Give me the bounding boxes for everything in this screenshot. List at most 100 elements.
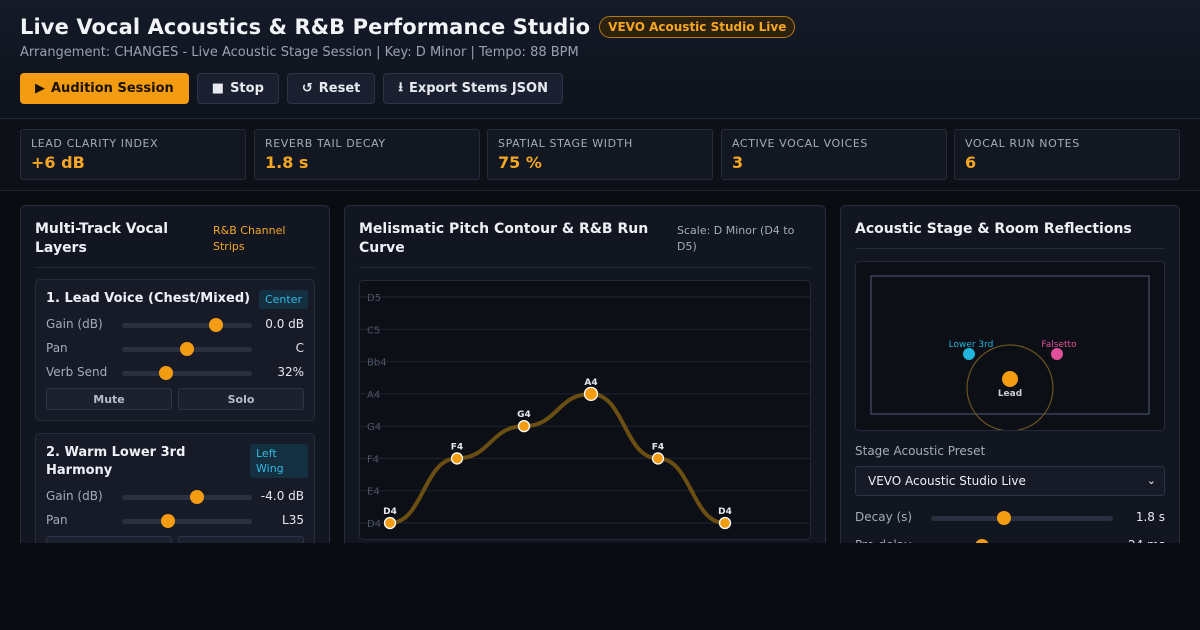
track-name: 1. Lead Voice (Chest/Mixed) bbox=[46, 291, 251, 306]
pitch-point bbox=[517, 419, 531, 433]
title-row: Live Vocal Acoustics & R&B Performance S… bbox=[20, 15, 796, 39]
pitch-point-label: D4 bbox=[718, 507, 732, 517]
reset-icon: ↺ bbox=[301, 81, 313, 96]
pan-slider[interactable] bbox=[122, 514, 252, 528]
pitch-point bbox=[651, 452, 665, 465]
gain-row: Gain (dB) 0.0 dB bbox=[46, 317, 304, 333]
slider-knob[interactable] bbox=[190, 490, 205, 504]
app-header: Live Vocal Acoustics & R&B Performance S… bbox=[0, 0, 1200, 119]
stat-label: LEAD CLARITY INDEX bbox=[31, 137, 159, 150]
session-subtitle: Arrangement: CHANGES - Live Acoustic Sta… bbox=[20, 45, 579, 60]
metrics-bar: LEAD CLARITY INDEX +6 dB REVERB TAIL DEC… bbox=[0, 119, 1200, 191]
slider-knob[interactable] bbox=[159, 366, 174, 380]
pitch-point bbox=[450, 452, 464, 465]
play-icon: ▶ bbox=[35, 81, 45, 96]
panel-title: Acoustic Stage & Room Reflections bbox=[855, 221, 1132, 237]
track-pan-tag: Left Wing bbox=[250, 444, 308, 478]
voice-label-lead: Lead bbox=[998, 389, 1022, 399]
stage-map: Lower 3rd Falsetto Lead bbox=[855, 261, 1165, 432]
page-footer-area bbox=[0, 543, 1200, 630]
pitch-contour-line bbox=[388, 391, 727, 525]
pan-slider[interactable] bbox=[122, 342, 252, 356]
stat-value: 1.8 s bbox=[265, 153, 309, 172]
export-stems-label: Export Stems JSON bbox=[408, 81, 548, 96]
audition-session-button[interactable]: ▶ Audition Session bbox=[20, 73, 189, 104]
scale-note: Scale: D Minor (D4 to D5) bbox=[677, 224, 795, 253]
stat-value: 3 bbox=[732, 153, 744, 172]
y-tick-label: E4 bbox=[367, 487, 380, 498]
stage-diagram: Lower 3rd Falsetto Lead bbox=[870, 275, 1150, 432]
stat-label: REVERB TAIL DECAY bbox=[265, 137, 386, 150]
y-tick-label: G4 bbox=[367, 422, 381, 433]
export-stems-button[interactable]: ⭳ Export Stems JSON bbox=[383, 73, 563, 104]
track-pan-tag: Center bbox=[258, 290, 308, 309]
voice-label-lower-3rd: Lower 3rd bbox=[949, 340, 994, 350]
gain-value: 0.0 dB bbox=[265, 317, 304, 331]
audition-session-label: Audition Session bbox=[51, 81, 174, 96]
gain-slider[interactable] bbox=[122, 490, 252, 504]
pan-value: C bbox=[295, 341, 304, 355]
stage-preset-select[interactable]: VEVO Acoustic Studio Live ⌄ bbox=[855, 466, 1165, 496]
y-tick-label: C5 bbox=[367, 325, 380, 336]
verb-send-slider[interactable] bbox=[122, 366, 252, 380]
stat-card: REVERB TAIL DECAY 1.8 s bbox=[254, 129, 480, 180]
stop-icon: ■ bbox=[211, 81, 225, 96]
decay-value: 1.8 s bbox=[1135, 510, 1165, 524]
acoustic-stage-panel: Acoustic Stage & Room Reflections Lower … bbox=[840, 205, 1180, 565]
y-tick-label: Bb4 bbox=[367, 358, 387, 369]
panel-tag: R&B Channel Strips bbox=[213, 224, 286, 253]
preset-label: Stage Acoustic Preset bbox=[855, 444, 986, 458]
pan-row: Pan C bbox=[46, 341, 304, 357]
mute-button[interactable]: Mute bbox=[46, 388, 172, 410]
panel-header: Multi-Track Vocal Layers R&B Channel Str… bbox=[35, 220, 315, 268]
stat-label: SPATIAL STAGE WIDTH bbox=[498, 137, 633, 150]
page-title: Live Vocal Acoustics & R&B Performance S… bbox=[20, 15, 591, 39]
gain-label: Gain (dB) bbox=[46, 489, 103, 503]
gain-slider[interactable] bbox=[122, 318, 252, 332]
y-tick-label: F4 bbox=[367, 454, 379, 465]
gain-label: Gain (dB) bbox=[46, 317, 103, 331]
slider-knob[interactable] bbox=[160, 514, 175, 528]
reset-label: Reset bbox=[318, 81, 361, 96]
pitch-point-label: F4 bbox=[451, 442, 463, 452]
pan-label: Pan bbox=[46, 341, 68, 355]
voice-dot-lead[interactable] bbox=[1002, 371, 1018, 387]
solo-button[interactable]: Solo bbox=[178, 388, 304, 410]
panel-title: Multi-Track Vocal Layers bbox=[35, 221, 169, 256]
verb-send-row: Verb Send 32% bbox=[46, 365, 304, 381]
stat-card: SPATIAL STAGE WIDTH 75 % bbox=[487, 129, 713, 180]
pan-row: Pan L35 bbox=[46, 513, 304, 529]
slider-knob[interactable] bbox=[996, 511, 1011, 525]
pitch-point-label: F4 bbox=[652, 442, 664, 452]
reset-button[interactable]: ↺ Reset bbox=[286, 73, 376, 104]
pitch-contour-panel: Melismatic Pitch Contour & R&B Run Curve… bbox=[344, 205, 826, 565]
download-icon: ⭳ bbox=[398, 79, 403, 95]
decay-label: Decay (s) bbox=[855, 510, 913, 524]
y-tick-label: D4 bbox=[367, 519, 381, 530]
voice-dot-falsetto[interactable] bbox=[1051, 348, 1063, 360]
track-name: 2. Warm Lower 3rd Harmony bbox=[46, 445, 186, 478]
slider-knob[interactable] bbox=[180, 342, 194, 356]
verb-send-label: Verb Send bbox=[46, 365, 108, 379]
pitch-point bbox=[383, 516, 397, 530]
transport-toolbar: ▶ Audition Session ■ Stop ↺ Reset ⭳ Expo… bbox=[20, 73, 563, 104]
stat-card: VOCAL RUN NOTES 6 bbox=[954, 129, 1180, 180]
preset-value: VEVO Acoustic Studio Live bbox=[868, 474, 1026, 488]
slider-knob[interactable] bbox=[208, 318, 223, 332]
stat-label: ACTIVE VOCAL VOICES bbox=[732, 137, 869, 150]
stat-label: VOCAL RUN NOTES bbox=[965, 137, 1080, 150]
panel-title: Melismatic Pitch Contour & R&B Run Curve bbox=[359, 221, 649, 256]
stop-button[interactable]: ■ Stop bbox=[196, 73, 279, 104]
stat-card: LEAD CLARITY INDEX +6 dB bbox=[20, 129, 246, 180]
voice-dot-lower-3rd[interactable] bbox=[963, 348, 975, 360]
voice-label-falsetto: Falsetto bbox=[1041, 340, 1077, 350]
gain-value: -4.0 dB bbox=[260, 489, 304, 503]
pitch-point bbox=[718, 516, 732, 530]
preset-badge: VEVO Acoustic Studio Live bbox=[599, 16, 796, 38]
lead-reflection-ring bbox=[966, 344, 1054, 432]
decay-slider[interactable] bbox=[931, 511, 1113, 525]
panel-header: Melismatic Pitch Contour & R&B Run Curve… bbox=[359, 220, 811, 268]
vocal-layers-panel: Multi-Track Vocal Layers R&B Channel Str… bbox=[20, 205, 330, 565]
verb-send-value: 32% bbox=[277, 365, 304, 379]
